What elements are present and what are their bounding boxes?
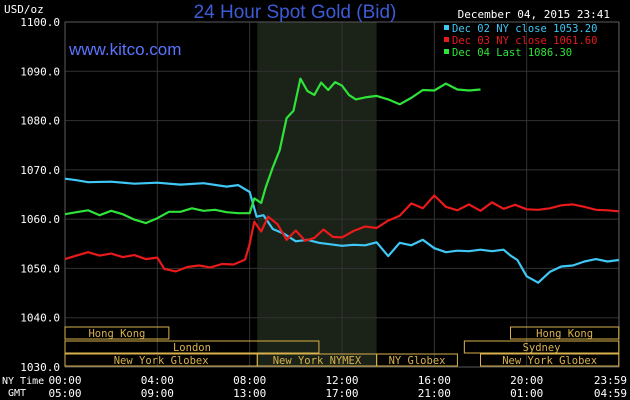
- y-unit-label: USD/oz: [4, 3, 44, 16]
- x-tick-label-ny: 16:00: [418, 374, 451, 387]
- session-label: Hong Kong: [88, 328, 145, 340]
- series-line-2: [64, 77, 481, 225]
- legend-entry: Dec 03 NY close 1061.60: [452, 35, 597, 47]
- series-line-1: [64, 194, 619, 273]
- nymex-shaded-region: [257, 22, 377, 367]
- x-tick-label-ny: 23:59: [594, 374, 627, 387]
- x-tick-label-ny: 00:00: [48, 374, 81, 387]
- x-tick-label-gmt: 17:00: [325, 387, 358, 400]
- chart-title: 24 Hour Spot Gold (Bid): [194, 2, 397, 23]
- x-tick-label-gmt: 21:00: [418, 387, 451, 400]
- watermark: www.kitco.com: [68, 40, 181, 59]
- session-bar: [64, 340, 320, 354]
- y-tick-label: 1060.0: [20, 213, 60, 226]
- session-label: Sydney: [523, 342, 561, 354]
- legend-entry: Dec 02 NY close 1053.20: [452, 23, 597, 35]
- legend-swatch: [444, 49, 449, 54]
- session-bar: [510, 326, 620, 340]
- y-tick-label: 1080.0: [20, 115, 60, 128]
- session-label: London: [173, 342, 211, 354]
- y-tick-labels: 1030.0 1040.0 1050.0 1060.0 1070.0 1080.0 1090…: [20, 16, 60, 374]
- ny-time-label: NY Time: [2, 376, 44, 387]
- series-layer: [64, 77, 619, 284]
- session-label: Hong Kong: [536, 328, 593, 340]
- gmt-label: GMT: [8, 388, 26, 399]
- x-tick-label-ny: 20:00: [510, 374, 543, 387]
- series-line-0: [64, 177, 619, 284]
- session-bar: [480, 353, 620, 367]
- plot-frame: [64, 21, 620, 368]
- y-tick-label: 1030.0: [20, 361, 60, 374]
- x-tick-label-gmt: 01:00: [510, 387, 543, 400]
- x-tick-label-gmt: 05:00: [48, 387, 81, 400]
- session-label: NY Globex: [389, 355, 446, 367]
- x-tick-label-ny: 04:00: [141, 374, 174, 387]
- x-tick-label-ny: 08:00: [233, 374, 266, 387]
- legend-swatch: [444, 25, 449, 30]
- chart-timestamp: December 04, 2015 23:41: [458, 8, 610, 21]
- session-label: New York Globex: [114, 355, 209, 367]
- legend-swatch: [444, 37, 449, 42]
- session-bar: [64, 326, 170, 340]
- x-tick-label-gmt: 13:00: [233, 387, 266, 400]
- y-tick-label: 1040.0: [20, 312, 60, 325]
- y-tick-label: 1050.0: [20, 262, 60, 275]
- x-tick-label-ny: 12:00: [325, 374, 358, 387]
- y-tick-label: 1100.0: [20, 16, 60, 29]
- x-tick-label-gmt: 09:00: [141, 387, 174, 400]
- x-tick-labels: 00:00 04:00 08:00 12:00 16:00 20:00 23:59 05:00…: [48, 374, 627, 400]
- session-label: New York NYMEX: [273, 355, 362, 367]
- y-tick-label: 1090.0: [20, 65, 60, 78]
- session-bar: [463, 340, 620, 354]
- y-tick-label: 1070.0: [20, 164, 60, 177]
- legend-entry: Dec 04 Last 1086.30: [452, 47, 572, 59]
- session-label: New York Globex: [502, 355, 597, 367]
- session-bar: [376, 353, 458, 367]
- x-tick-label-gmt: 04:59: [594, 387, 627, 400]
